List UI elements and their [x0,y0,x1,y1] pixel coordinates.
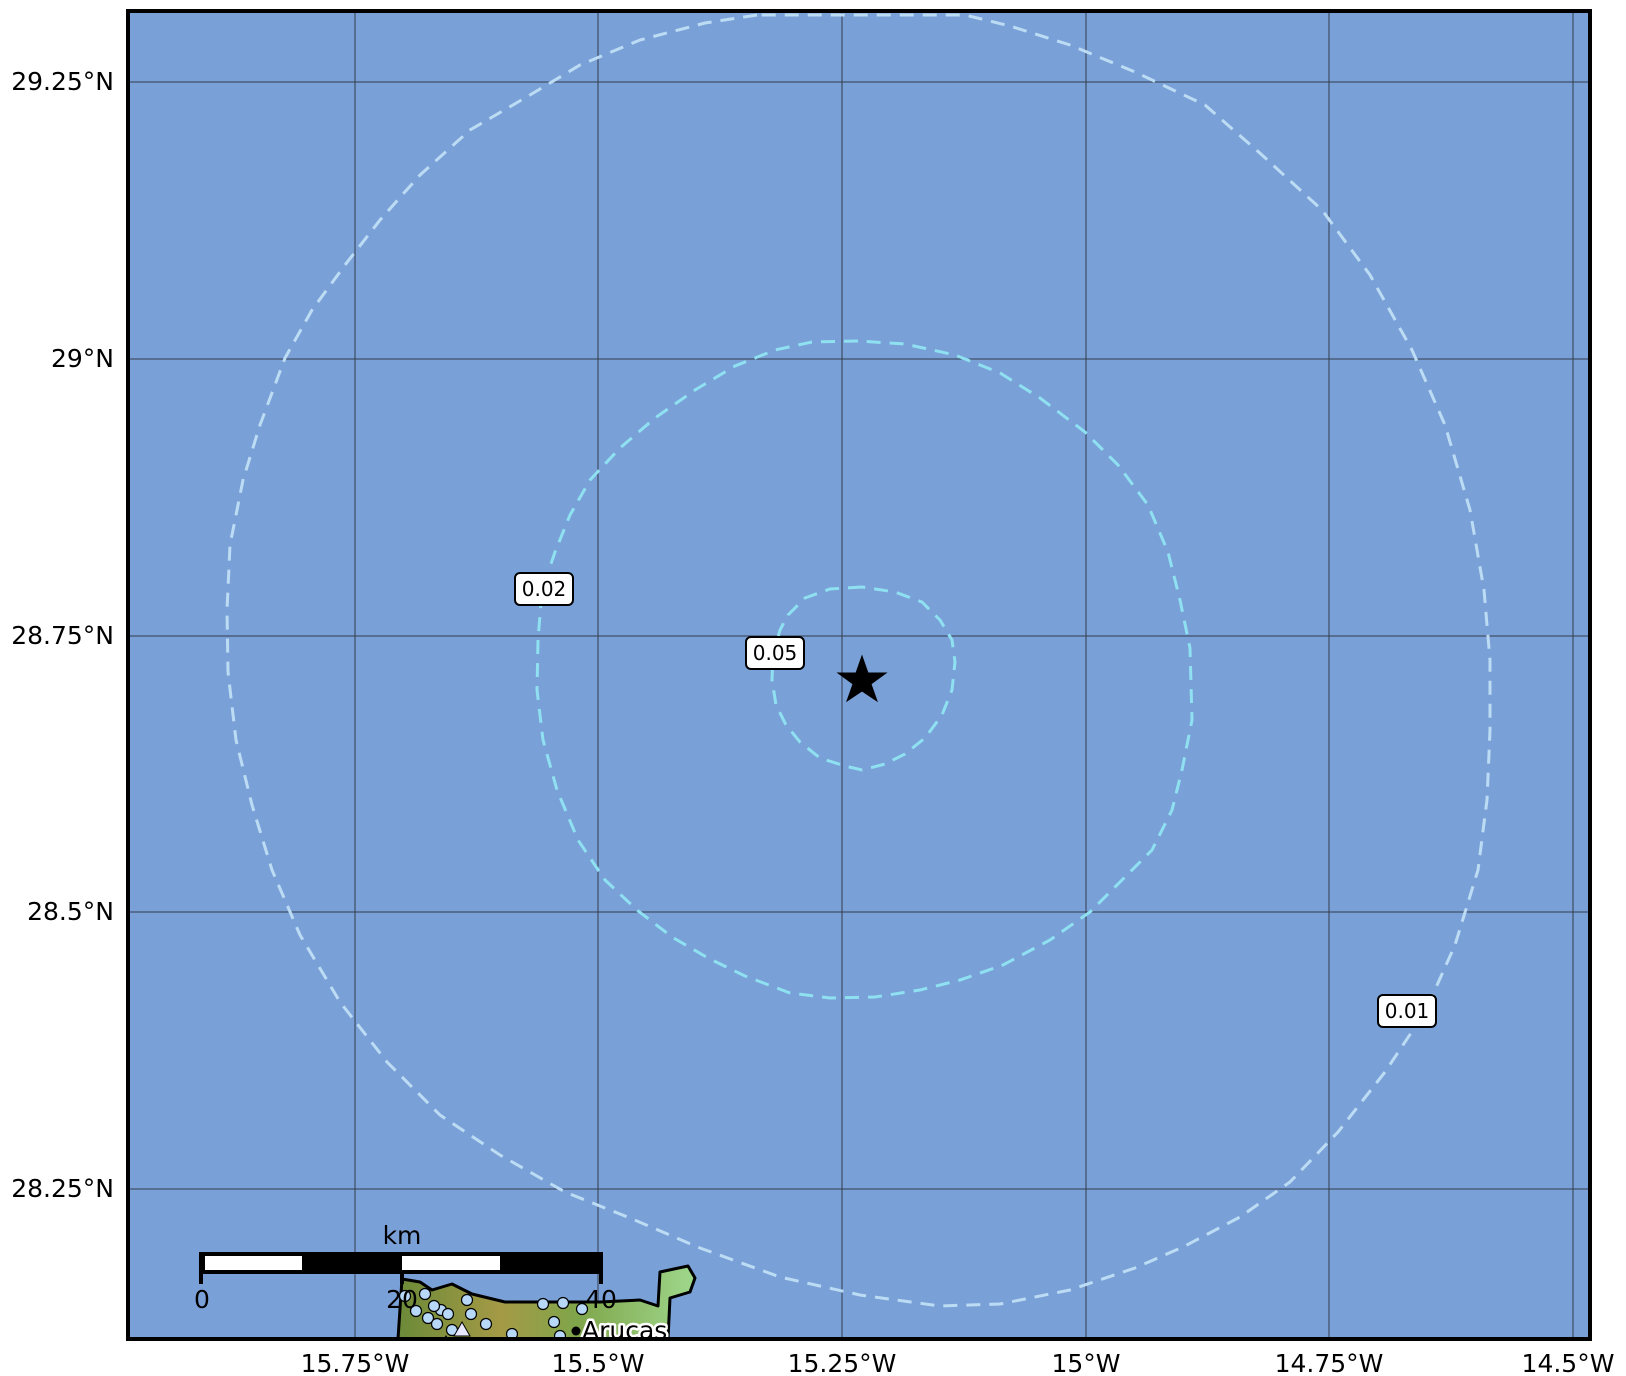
contour-label-0-01-text: 0.01 [1385,999,1430,1023]
latitude-labels: 29.25°N 29°N 28.75°N 28.5°N 28.25°N [11,67,114,1203]
lat-label: 28.25°N [11,1174,114,1203]
station-marker [420,1289,431,1300]
scale-bar-tick-40: 40 [585,1285,617,1314]
scale-bar-unit: km [383,1221,422,1250]
contour-label-0-02: 0.02 [515,573,573,605]
contour-label-0-01: 0.01 [1378,995,1436,1027]
station-marker [558,1298,569,1309]
station-marker [549,1317,560,1328]
station-marker [481,1319,492,1330]
station-marker [466,1309,477,1320]
lat-label: 29.25°N [11,67,114,96]
contour-label-0-05-text: 0.05 [753,641,798,665]
lon-label: 15°W [1051,1349,1120,1376]
city-marker [572,1327,581,1336]
station-marker [462,1295,473,1306]
station-marker [432,1319,443,1330]
contour-label-0-02-text: 0.02 [522,577,567,601]
lon-label: 15.75°W [301,1349,410,1376]
lat-label: 28.75°N [11,621,114,650]
scale-bar-segment [402,1256,500,1270]
scale-bar-segment [205,1256,302,1270]
scale-bar-tick-20: 20 [386,1285,418,1314]
station-marker [443,1309,454,1320]
lat-label: 29°N [51,344,114,373]
lon-label: 15.25°W [788,1349,897,1376]
contour-label-0-05: 0.05 [746,637,804,669]
lat-label: 28.5°N [27,897,114,926]
lon-label: 14.75°W [1275,1349,1384,1376]
longitude-labels: 15.75°W 15.5°W 15.25°W 15°W 14.75°W 14.5… [301,1349,1615,1376]
station-marker [429,1301,440,1312]
scale-bar-tick-0: 0 [194,1285,210,1314]
lon-label: 15.5°W [552,1349,645,1376]
lon-label: 14.5°W [1522,1349,1615,1376]
station-marker [538,1299,549,1310]
